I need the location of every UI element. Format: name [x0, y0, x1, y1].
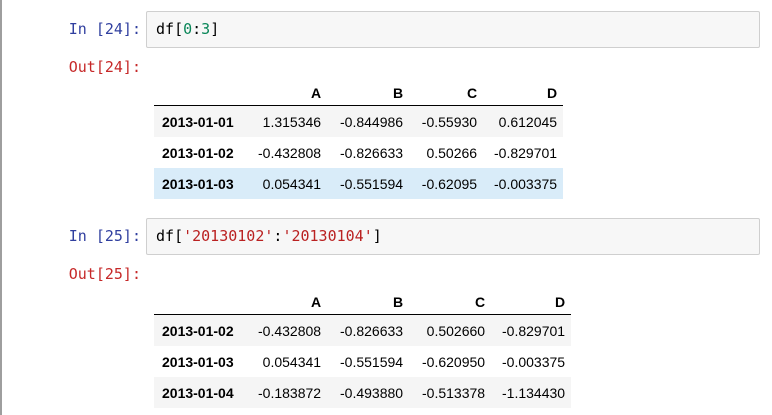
table-cell: -0.003375 — [502, 353, 566, 370]
code-colon: : — [273, 227, 283, 245]
code-bracket-open: [ — [174, 20, 184, 38]
table-cell: 0.502660 — [426, 322, 486, 339]
column-header: B — [327, 279, 410, 315]
table-header-row: A B C D — [154, 70, 564, 106]
column-header: D — [491, 279, 572, 315]
table-cell: -0.55930 — [421, 113, 478, 130]
table-cell: -0.844986 — [340, 113, 404, 130]
column-header: A — [252, 70, 328, 106]
column-header: C — [409, 70, 484, 106]
table-cell: 0.612045 — [498, 113, 558, 130]
table-cell: -0.826633 — [340, 144, 404, 161]
index-header — [154, 279, 252, 315]
table-row: 2013-01-01 1.315346 -0.844986 -0.55930 0… — [154, 105, 564, 137]
code-bracket-close: ] — [210, 20, 220, 38]
table-cell: -0.183872 — [258, 384, 322, 401]
table-cell: -0.493880 — [340, 384, 404, 401]
code-slice-start: '20130102' — [183, 227, 274, 245]
notebook-left-border — [0, 0, 2, 415]
table-header-row: A B C D — [154, 279, 572, 315]
row-index: 2013-01-03 — [162, 353, 234, 370]
code-input[interactable]: df['20130102':'20130104'] — [146, 218, 760, 255]
table-row: 2013-01-02 -0.432808 -0.826633 0.502660 … — [154, 314, 572, 346]
table-cell: 1.315346 — [262, 113, 322, 130]
column-header: B — [327, 70, 410, 106]
code-variable: df — [156, 20, 175, 38]
row-index: 2013-01-01 — [162, 113, 234, 130]
code-slice-start: 0 — [183, 20, 193, 38]
table-cell: -0.551594 — [340, 353, 404, 370]
input-prompt: In [24]: — [68, 20, 141, 38]
table-cell: 0.50266 — [426, 144, 478, 161]
code-input[interactable]: df[0:3] — [146, 11, 760, 48]
table-cell: -0.513378 — [422, 384, 486, 401]
table-cell: -0.551594 — [340, 175, 404, 192]
column-header: C — [409, 279, 492, 315]
row-index: 2013-01-03 — [162, 175, 234, 192]
code-slice-end: '20130104' — [282, 227, 373, 245]
code-variable: df — [156, 227, 175, 245]
table-cell: -0.432808 — [258, 144, 322, 161]
table-cell: 0.054341 — [262, 353, 322, 370]
table-cell: -0.829701 — [494, 144, 558, 161]
output-prompt: Out[24]: — [68, 58, 141, 76]
table-row-hovered: 2013-01-03 0.054341 -0.551594 -0.62095 -… — [154, 168, 564, 199]
code-slice-end: 3 — [201, 20, 211, 38]
table-row: 2013-01-04 -0.183872 -0.493880 -0.513378… — [154, 377, 572, 408]
table-cell: 0.054341 — [262, 175, 322, 192]
row-index: 2013-01-02 — [162, 144, 234, 161]
index-header — [154, 70, 252, 106]
table-cell: -1.134430 — [502, 384, 566, 401]
row-index: 2013-01-04 — [162, 384, 234, 401]
code-bracket-close: ] — [372, 227, 382, 245]
code-text: df[0:3] — [156, 20, 219, 38]
code-bracket-open: [ — [174, 227, 184, 245]
code-text: df['20130102':'20130104'] — [156, 227, 382, 245]
table-row: 2013-01-03 0.054341 -0.551594 -0.620950 … — [154, 346, 571, 377]
column-header: D — [483, 70, 564, 106]
code-colon: : — [192, 20, 202, 38]
table-row: 2013-01-02 -0.432808 -0.826633 0.50266 -… — [154, 137, 563, 168]
row-index: 2013-01-02 — [162, 322, 234, 339]
table-cell: -0.432808 — [258, 322, 322, 339]
dataframe-output: A B C D 2013-01-01 1.315346 -0.844986 -0… — [154, 70, 564, 199]
table-cell: -0.826633 — [340, 322, 404, 339]
column-header: A — [252, 279, 328, 315]
output-prompt: Out[25]: — [68, 265, 141, 283]
dataframe-output: A B C D 2013-01-02 -0.432808 -0.826633 0… — [154, 279, 572, 408]
table-cell: -0.62095 — [421, 175, 478, 192]
table-cell: -0.829701 — [502, 322, 566, 339]
table-cell: -0.003375 — [494, 175, 558, 192]
input-prompt: In [25]: — [68, 227, 141, 245]
table-cell: -0.620950 — [422, 353, 486, 370]
